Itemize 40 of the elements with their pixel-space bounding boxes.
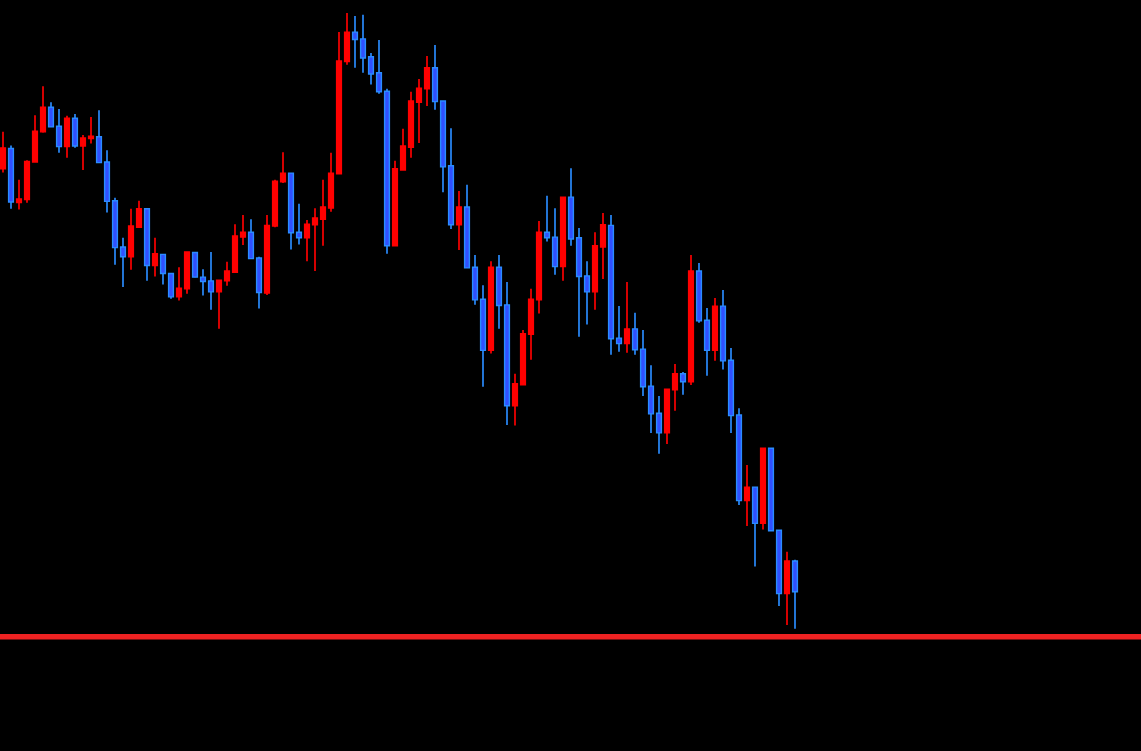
candlestick	[15, 179, 23, 211]
candlestick	[671, 363, 679, 412]
candlestick	[375, 39, 383, 95]
candlestick	[135, 199, 143, 229]
candlestick	[151, 236, 159, 278]
candlestick	[159, 253, 167, 286]
candlestick	[167, 272, 175, 300]
candlestick	[679, 371, 687, 396]
candlestick	[631, 312, 639, 356]
candlestick	[455, 190, 463, 251]
candlestick	[199, 268, 207, 297]
candlestick	[359, 14, 367, 74]
candlestick	[279, 151, 287, 184]
candlestick	[655, 395, 663, 455]
candlestick	[295, 203, 303, 246]
candlestick	[223, 260, 231, 287]
candlestick	[743, 464, 751, 527]
candlestick	[423, 55, 431, 107]
candlestick	[0, 130, 7, 174]
candlestick	[175, 266, 183, 302]
candlestick	[47, 101, 55, 128]
candlestick	[351, 15, 359, 69]
candlestick	[239, 214, 247, 246]
candlestick	[215, 279, 223, 330]
candlestick	[543, 195, 551, 243]
candlestick	[311, 207, 319, 272]
candlestick	[583, 260, 591, 326]
candlestick	[79, 134, 87, 171]
candlestick	[599, 212, 607, 280]
candlestick	[303, 219, 311, 262]
candlestick	[615, 305, 623, 353]
candlestick	[207, 251, 215, 311]
candlestick	[87, 116, 95, 145]
candlestick	[623, 281, 631, 354]
candlestick	[511, 372, 519, 427]
candlestick	[319, 179, 327, 247]
candlestick	[119, 236, 127, 288]
candlestick	[367, 52, 375, 86]
candlestick	[415, 78, 423, 144]
candlestick	[55, 108, 63, 154]
